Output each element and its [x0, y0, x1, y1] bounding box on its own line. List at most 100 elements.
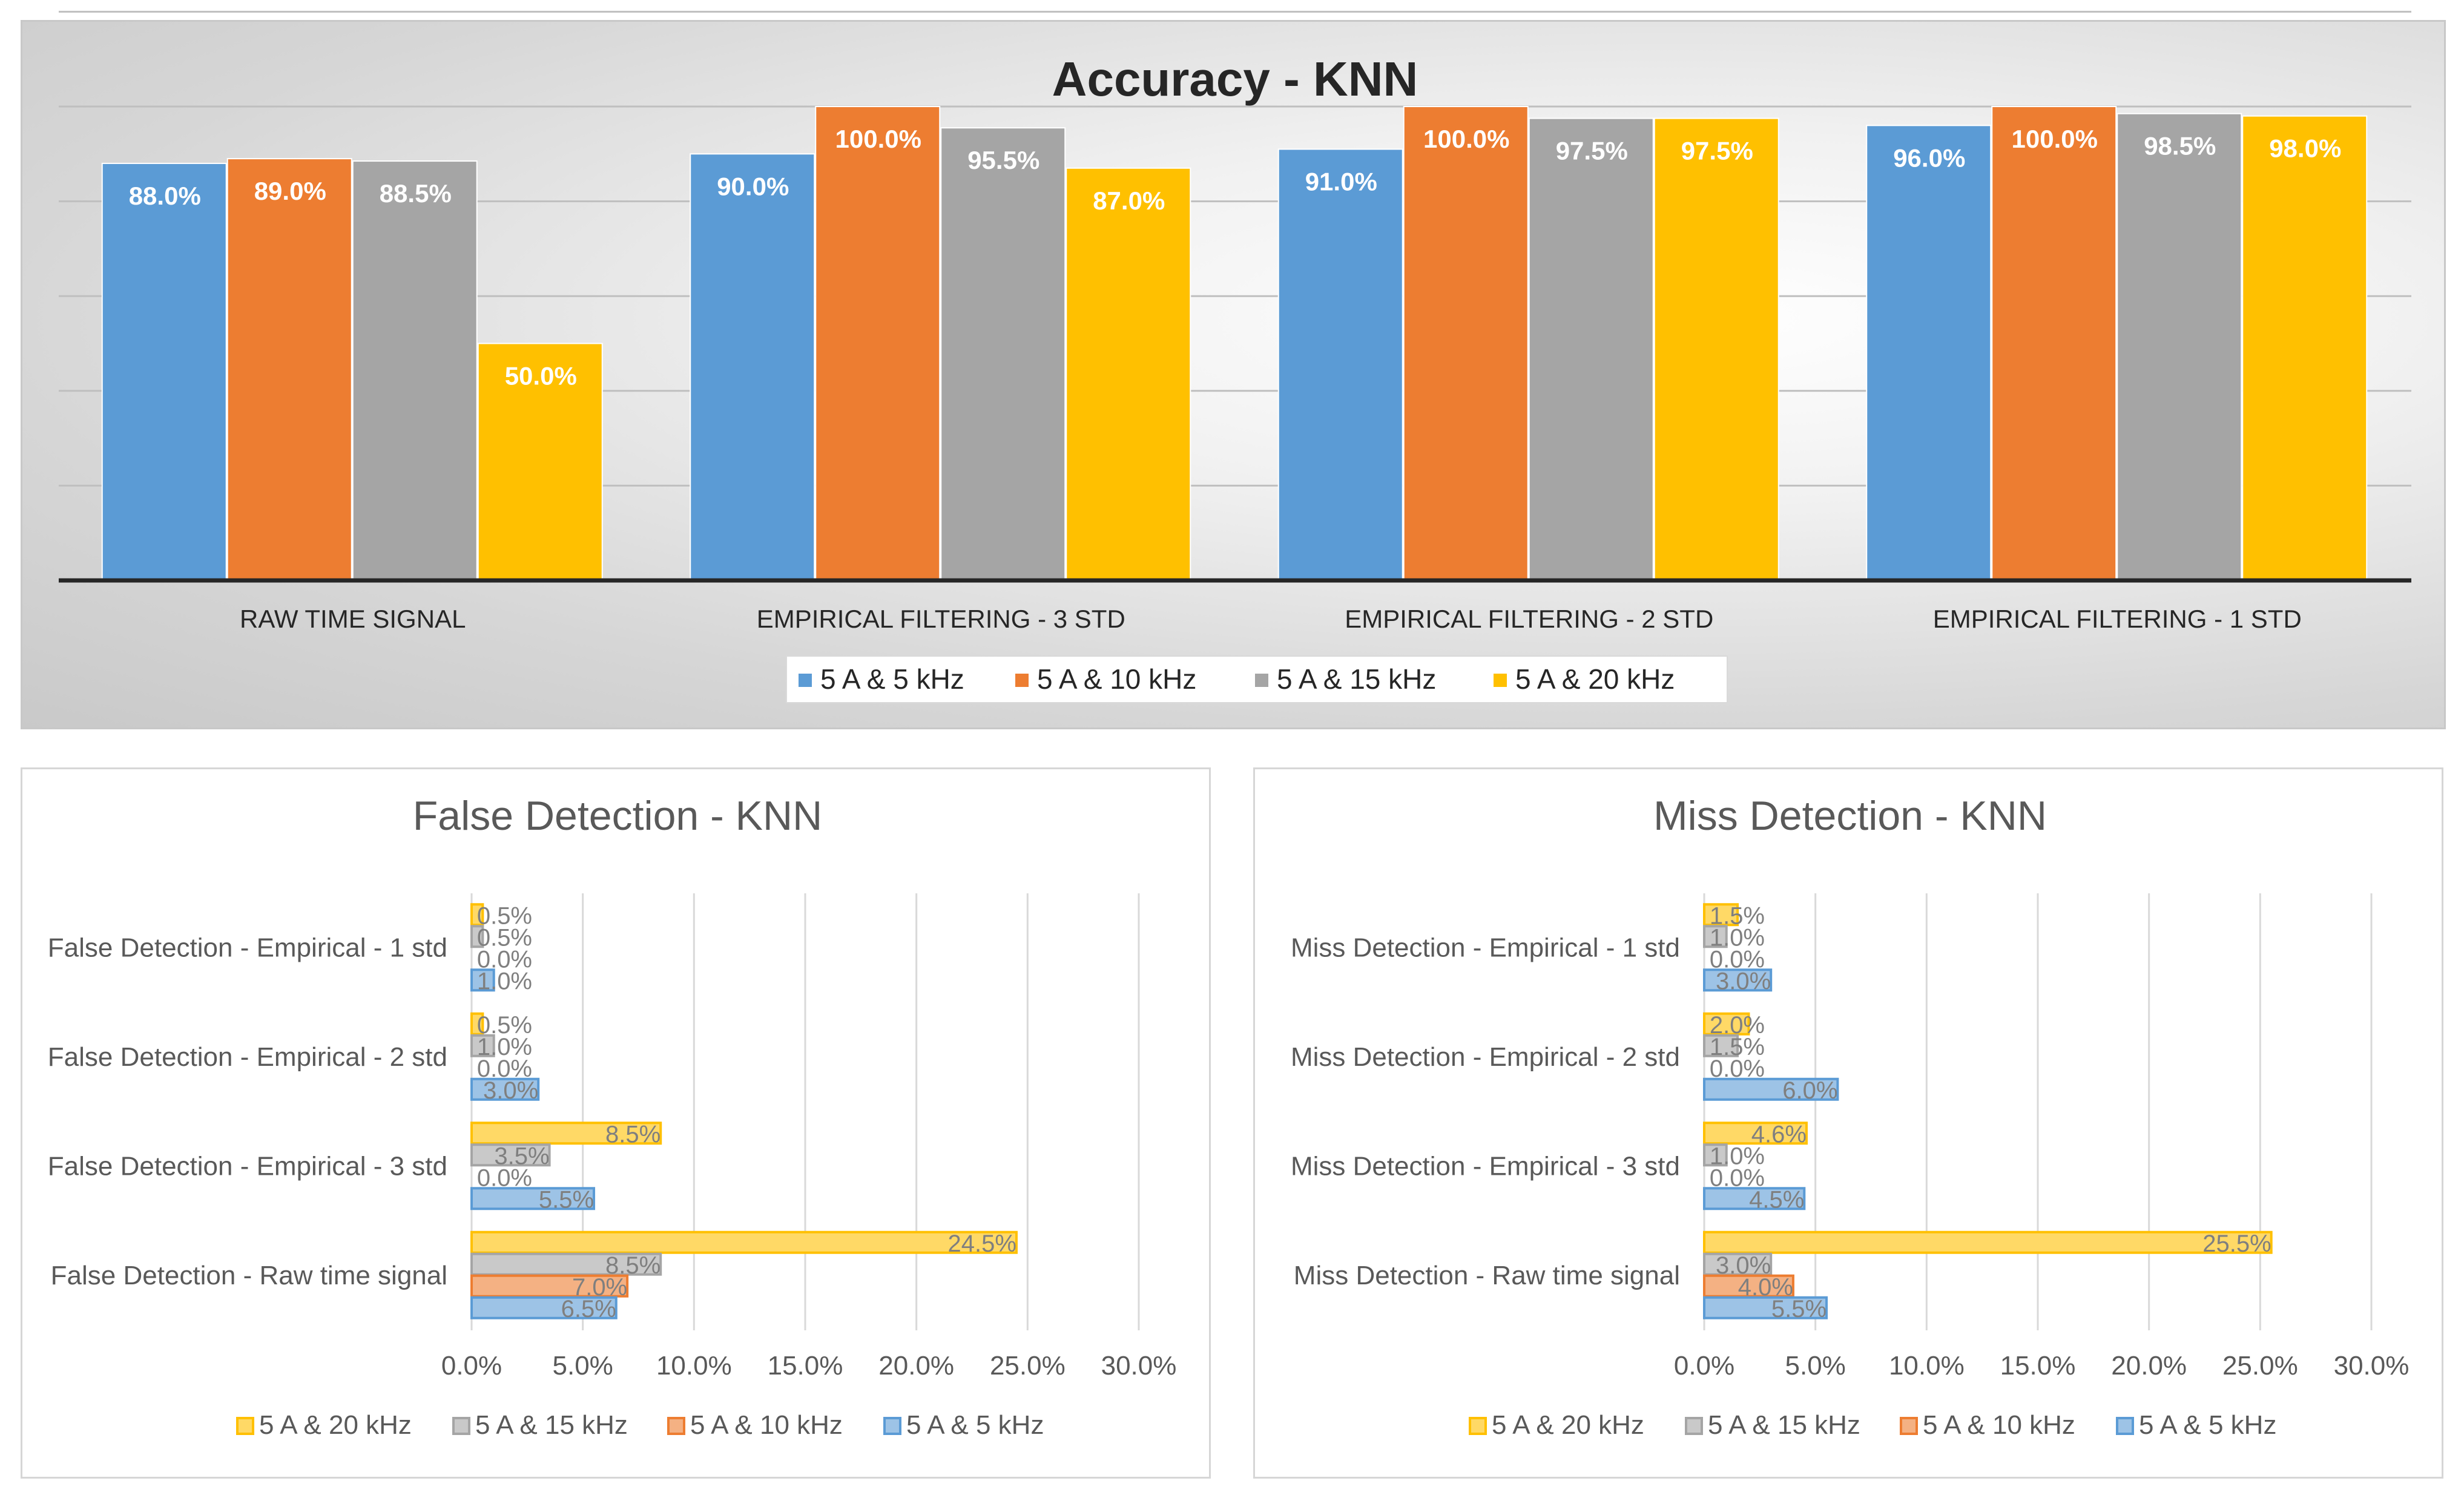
legend-swatch-5-a-15-khz: [1255, 674, 1268, 687]
legend-item: 5 A & 5 kHz: [906, 1410, 1044, 1440]
data-label: 5.5%: [539, 1186, 594, 1213]
category-label: RAW TIME SIGNAL: [240, 605, 466, 633]
category-label: EMPIRICAL FILTERING - 2 STD: [1345, 605, 1713, 633]
bar-5-a-15-khz-miss-detection-empirical-1-std: [1703, 925, 1728, 948]
data-label: 6.5%: [561, 1296, 616, 1322]
data-label: 0.0%: [1710, 1164, 1765, 1191]
data-label: 1.0%: [1710, 924, 1765, 951]
data-label: 25.5%: [2202, 1230, 2271, 1257]
x-tick-label: 0.0%: [441, 1351, 502, 1381]
bar-5-a-5-khz-miss-detection-empirical-3-std: [1703, 1187, 1806, 1210]
bar-5-a-20-khz-false-detection-raw-time-signal: [470, 1230, 1018, 1254]
legend-swatch-5-a-5-khz: [883, 1417, 901, 1435]
legend-swatch-5-a-5-khz: [2116, 1417, 2134, 1435]
category-label: False Detection - Empirical - 2 std: [48, 1042, 447, 1072]
data-label: 8.5%: [605, 1252, 660, 1279]
data-label: 3.0%: [1716, 1252, 1771, 1279]
legend-swatch-5-a-20-khz: [1469, 1417, 1487, 1435]
accuracy-chart: Accuracy - KNN 88.0% 89.0% 88.5% 50.0% RAW TI…: [59, 10, 2411, 703]
data-label: 8.5%: [605, 1121, 660, 1148]
data-label: 0.5%: [477, 902, 532, 929]
x-tick-label: 20.0%: [2111, 1351, 2187, 1381]
data-label: 1.0%: [477, 968, 532, 994]
data-label: 97.5%: [1681, 137, 1753, 165]
bar-5-a-5-khz-false-detection-empirical-1-std: [470, 968, 495, 992]
legend-item: 5 A & 20 kHz: [1515, 663, 1675, 695]
x-tick-label: 25.0%: [990, 1351, 1066, 1381]
data-label: 87.0%: [1093, 186, 1165, 215]
bar-5-a-20-khz-empirical-filtering-3-std: [1066, 167, 1191, 582]
false-detection-chart-panel: False Detection - KNN 0.0% 5.0% 10.0% 15.0% 2…: [21, 767, 1211, 1479]
category-label: False Detection - Empirical - 3 std: [48, 1151, 447, 1181]
bar-5-a-5-khz-miss-detection-raw-time-signal: [1703, 1296, 1828, 1319]
bar-5-a-15-khz-miss-detection-empirical-3-std: [1703, 1143, 1728, 1167]
legend-item: 5 A & 5 kHz: [2139, 1410, 2276, 1440]
legend-item: 5 A & 15 kHz: [475, 1410, 628, 1440]
bar-5-a-15-khz-false-detection-empirical-1-std: [470, 925, 484, 948]
legend: 5 A & 5 kHz 5 A & 10 kHz 5 A & 15 kHz 5 A &…: [786, 655, 1728, 703]
bar-5-a-10-khz-empirical-filtering-2-std: [1403, 106, 1529, 581]
data-label: 6.0%: [1782, 1077, 1837, 1104]
data-label: 100.0%: [2012, 125, 2098, 153]
legend-item: 5 A & 20 kHz: [1492, 1410, 1644, 1440]
bar-5-a-15-khz-raw-time-signal: [352, 160, 478, 582]
data-label: 4.5%: [1749, 1186, 1804, 1213]
data-label: 96.0%: [1893, 143, 1965, 172]
bar-5-a-5-khz-false-detection-raw-time-signal: [470, 1296, 618, 1319]
category-label: EMPIRICAL FILTERING - 1 STD: [1933, 605, 2302, 633]
data-label: 24.5%: [948, 1230, 1016, 1257]
data-label: 0.0%: [1710, 1056, 1765, 1082]
category-label: EMPIRICAL FILTERING - 3 STD: [757, 605, 1125, 633]
legend-item: 5 A & 5 kHz: [820, 663, 964, 695]
legend-swatch-5-a-20-khz: [1494, 674, 1507, 687]
category-label: Miss Detection - Empirical - 2 std: [1291, 1042, 1680, 1072]
data-label: 1.5%: [1710, 902, 1765, 929]
x-tick-label: 30.0%: [1101, 1351, 1177, 1381]
legend: 5 A & 20 kHz 5 A & 15 kHz 5 A & 10 kHz 5 A …: [236, 1410, 1044, 1440]
x-tick-label: 5.0%: [553, 1351, 613, 1381]
data-label: 1.0%: [477, 1034, 532, 1060]
bar-5-a-20-khz-miss-detection-empirical-1-std: [1703, 903, 1739, 927]
legend-swatch-5-a-20-khz: [236, 1417, 254, 1435]
bar-5-a-5-khz-empirical-filtering-1-std: [1866, 125, 1992, 581]
x-tick-label: 20.0%: [878, 1351, 954, 1381]
category-label: False Detection - Raw time signal: [51, 1261, 447, 1290]
miss-detection-chart: Miss Detection - KNN 0.0% 5.0% 10.0% 15.0% 20…: [1291, 793, 2410, 1440]
data-label: 1.0%: [1710, 1143, 1765, 1169]
bar-5-a-15-khz-empirical-filtering-2-std: [1528, 117, 1654, 581]
bar-5-a-20-khz-miss-detection-empirical-3-std: [1703, 1122, 1808, 1145]
x-tick-label: 10.0%: [1889, 1351, 1965, 1381]
bar-5-a-20-khz-empirical-filtering-1-std: [2242, 115, 2368, 582]
data-label: 100.0%: [1423, 125, 1509, 153]
data-label: 91.0%: [1305, 167, 1377, 195]
bar-5-a-5-khz-false-detection-empirical-3-std: [470, 1187, 596, 1210]
data-label: 4.6%: [1751, 1121, 1807, 1148]
data-label: 1.5%: [1710, 1034, 1765, 1060]
data-label: 100.0%: [835, 125, 921, 153]
bar-5-a-10-khz-raw-time-signal: [226, 158, 352, 581]
legend-item: 5 A & 10 kHz: [1037, 663, 1196, 695]
bar-5-a-20-khz-false-detection-empirical-3-std: [470, 1122, 662, 1145]
chart-title: Miss Detection - KNN: [1653, 793, 2047, 839]
legend-swatch-5-a-10-khz: [1900, 1417, 1918, 1435]
data-label: 0.5%: [477, 1012, 532, 1039]
bar-5-a-5-khz-empirical-filtering-2-std: [1277, 148, 1403, 582]
bar-5-a-5-khz-false-detection-empirical-2-std: [470, 1077, 540, 1101]
data-label: 0.0%: [477, 1056, 532, 1082]
category-label: Miss Detection - Raw time signal: [1294, 1261, 1680, 1290]
bar-5-a-20-khz-empirical-filtering-2-std: [1653, 117, 1779, 581]
x-tick-label: 30.0%: [2334, 1351, 2410, 1381]
data-label: 98.0%: [2269, 134, 2341, 163]
data-label: 3.5%: [494, 1143, 549, 1169]
x-tick-label: 15.0%: [2000, 1351, 2076, 1381]
chart-title: Accuracy - KNN: [1052, 52, 1418, 106]
false-detection-chart: False Detection - KNN 0.0% 5.0% 10.0% 15.0% 2…: [48, 793, 1177, 1440]
bar-5-a-15-khz-empirical-filtering-3-std: [940, 127, 1066, 582]
x-tick-label: 5.0%: [1785, 1351, 1846, 1381]
data-label: 88.0%: [129, 182, 201, 210]
data-label: 90.0%: [717, 172, 789, 200]
x-tick-label: 0.0%: [1674, 1351, 1734, 1381]
legend-item: 5 A & 10 kHz: [690, 1410, 843, 1440]
bar-5-a-15-khz-empirical-filtering-1-std: [2116, 113, 2242, 581]
category-label: Miss Detection - Empirical - 1 std: [1291, 933, 1680, 962]
